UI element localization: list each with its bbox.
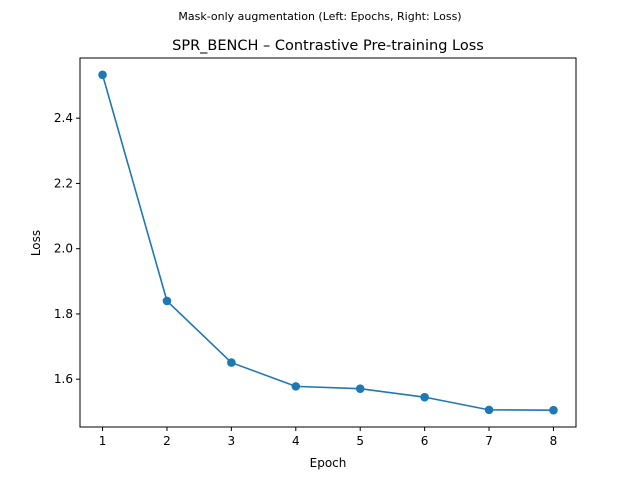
data-point bbox=[227, 358, 236, 367]
y-tick-label: 2.4 bbox=[54, 111, 73, 125]
data-point bbox=[162, 296, 172, 306]
y-tick-label: 2.2 bbox=[54, 176, 73, 190]
y-tick-label: 1.6 bbox=[54, 372, 73, 386]
x-tick-label: 6 bbox=[421, 434, 429, 448]
x-tick-label: 7 bbox=[485, 434, 493, 448]
x-tick-label: 3 bbox=[228, 434, 236, 448]
figure-suptitle: Mask-only augmentation (Left: Epochs, Ri… bbox=[178, 10, 461, 23]
data-point bbox=[291, 382, 301, 391]
x-tick-label: 4 bbox=[292, 434, 300, 448]
x-tick-label: 5 bbox=[356, 434, 364, 448]
data-point bbox=[98, 70, 107, 80]
data-point bbox=[355, 384, 365, 393]
axes-frame bbox=[79, 57, 577, 428]
data-point bbox=[420, 392, 429, 402]
data-point bbox=[549, 405, 558, 415]
data-point bbox=[484, 405, 494, 415]
y-tick-label: 1.8 bbox=[54, 307, 73, 321]
chart-title: SPR_BENCH – Contrastive Pre-training Los… bbox=[172, 38, 484, 54]
x-tick-label: 8 bbox=[550, 434, 558, 448]
x-axis-label: Epoch bbox=[310, 456, 347, 470]
plot-area: 1 2 3 4 5 6 7 8 1.6 1.8 2.0 2.2 2.4 bbox=[54, 70, 558, 448]
series-line bbox=[101, 74, 554, 411]
y-axis-label: Loss bbox=[29, 230, 43, 256]
y-tick-label: 2.0 bbox=[54, 242, 73, 256]
x-tick-label: 1 bbox=[99, 434, 107, 448]
x-tick-label: 2 bbox=[163, 434, 171, 448]
